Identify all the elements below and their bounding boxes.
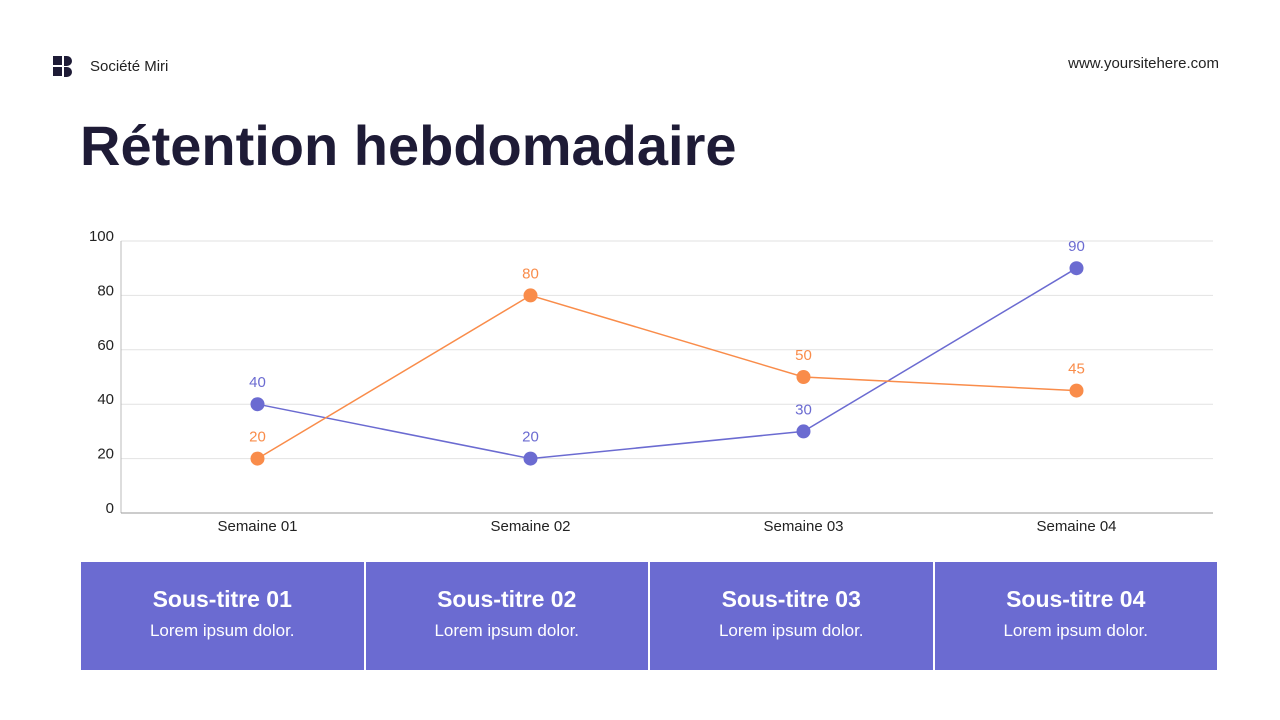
x-tick-label: Semaine 02 (490, 518, 570, 535)
data-label: 45 (1068, 361, 1085, 378)
card-text: Lorem ipsum dolor. (718, 621, 864, 640)
slide-title: Rétention hebdomadaire (80, 114, 737, 177)
data-label: 30 (795, 401, 812, 418)
y-tick-label: 100 (89, 228, 114, 245)
card: Sous-titre 01 Lorem ipsum dolor. (81, 562, 364, 670)
card-text: Lorem ipsum dolor. (434, 621, 580, 640)
y-tick-label: 60 (97, 337, 114, 354)
data-label: 20 (249, 429, 266, 446)
website: www.yoursitehere.com (1067, 55, 1219, 72)
y-tick-label: 40 (97, 391, 114, 408)
logo-part (64, 56, 72, 66)
data-point (1069, 261, 1084, 276)
logo-part (64, 67, 72, 77)
company-name: Société Miri (90, 58, 168, 75)
card-title: Sous-titre 01 (152, 586, 292, 612)
y-tick-label: 80 (97, 282, 114, 299)
card-text: Lorem ipsum dolor. (149, 621, 295, 640)
card: Sous-titre 03 Lorem ipsum dolor. (648, 562, 933, 670)
data-point (523, 451, 538, 466)
data-label: 20 (522, 429, 539, 446)
data-label: 50 (795, 347, 812, 364)
x-tick-label: Semaine 03 (763, 518, 843, 535)
data-point (796, 370, 811, 384)
logo (53, 56, 72, 77)
series-line (257, 294, 1077, 460)
data-label: 40 (249, 374, 266, 391)
chart: Société Miri www.yoursitehere.com Rétent… (53, 55, 1219, 535)
x-tick-label: Semaine 04 (1036, 518, 1116, 535)
card-title: Sous-titre 03 (721, 586, 861, 612)
data-point (523, 288, 538, 303)
data-point (250, 397, 265, 412)
x-tick-label: Semaine 01 (217, 518, 297, 535)
data-label: 80 (522, 265, 539, 282)
data-point (796, 424, 811, 439)
series-line (257, 267, 1077, 460)
card-title: Sous-titre 04 (1006, 586, 1146, 612)
y-tick-label: 20 (97, 446, 114, 463)
card: Sous-titre 02 Lorem ipsum dolor. (363, 562, 649, 670)
data-point (1069, 383, 1084, 398)
logo-part (53, 56, 62, 65)
logo-part (53, 67, 62, 76)
card-text: Lorem ipsum dolor. (1003, 621, 1149, 640)
y-tick-label: 0 (106, 500, 114, 517)
data-point (250, 451, 265, 466)
card-title: Sous-titre 02 (437, 586, 577, 612)
card: Sous-titre 04 Lorem ipsum dolor. (932, 562, 1218, 670)
data-label: 90 (1068, 238, 1085, 255)
cards: Sous-titre 01 Lorem ipsum dolor. Sous-titr… (81, 562, 1217, 670)
